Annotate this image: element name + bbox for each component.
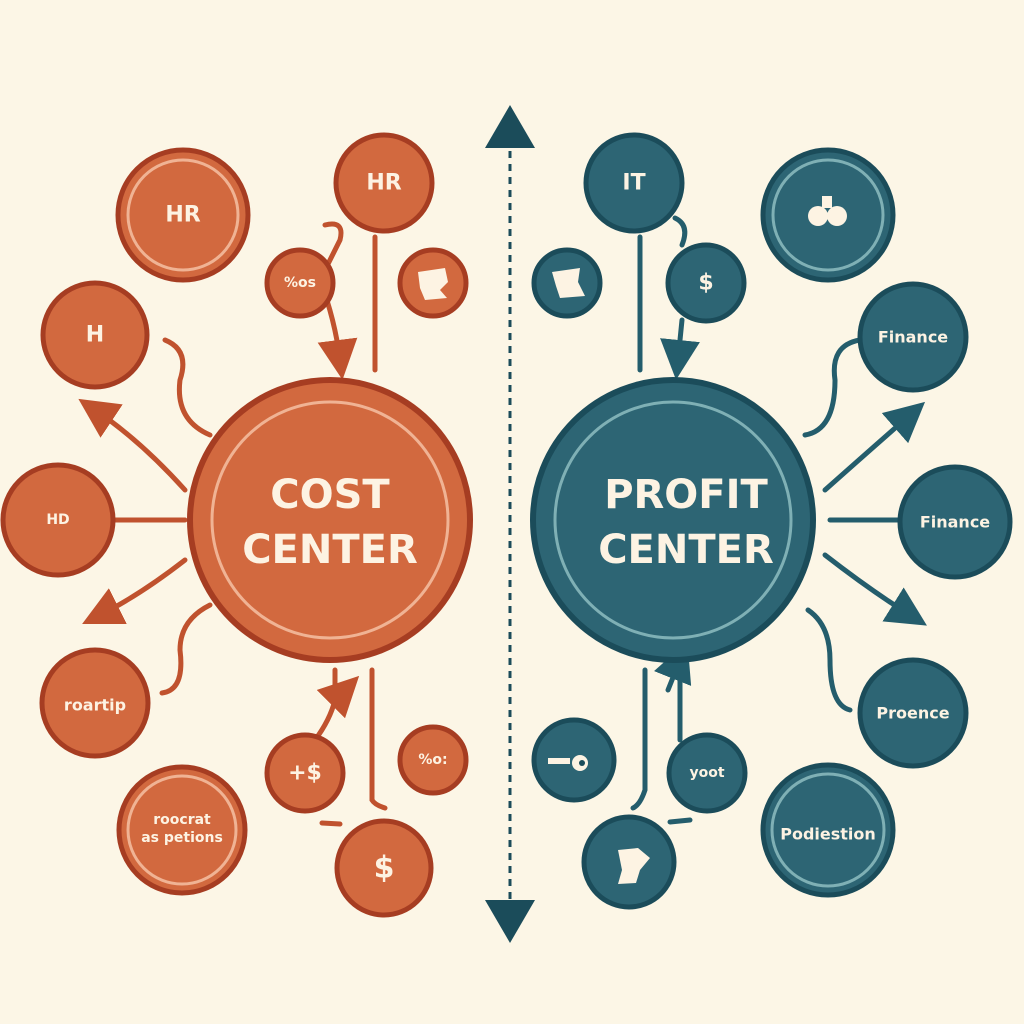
svg-text:as petions: as petions [141,830,223,846]
svg-text:Podiestion: Podiestion [780,825,876,844]
svg-text:+$: +$ [288,761,322,786]
cost-center-title-line2: CENTER [242,527,418,573]
svg-text:Proence: Proence [876,704,949,723]
cost-node-plus-dollar[interactable]: +$ [264,732,346,814]
profit-connectors [630,215,927,825]
profit-center-title-line1: PROFIT [604,472,768,518]
profit-node-glyph[interactable]: yoot [666,732,748,814]
puzzle-icon [418,268,448,300]
svg-text:$: $ [374,851,395,886]
svg-text:roartip: roartip [64,696,126,715]
cost-node-hd[interactable]: HD [0,462,116,578]
cost-center-title-line1: COST [270,472,390,518]
cost-node-dollar[interactable]: $ [334,818,434,918]
svg-text:HR: HR [165,203,200,228]
svg-text:Finance: Finance [878,328,948,347]
profit-node-finance-1[interactable]: Finance [857,281,969,393]
svg-text:%o:: %o: [418,752,447,768]
svg-text:Finance: Finance [920,513,990,532]
profit-center-title-line2: CENTER [598,527,774,573]
svg-text:%os: %os [284,275,316,291]
cost-center-hub[interactable]: COST CENTER [187,377,473,663]
cost-node-hr-1[interactable]: HR [115,147,251,283]
profit-node-it[interactable]: IT [583,132,685,234]
money-bag-icon [808,196,847,226]
profit-node-key[interactable] [531,717,617,803]
svg-text:HD: HD [46,512,69,528]
profit-node-podiestion[interactable]: Podiestion [760,762,896,898]
profit-node-finance-2[interactable]: Finance [897,464,1013,580]
handshake-icon [552,268,585,298]
center-divider [485,105,535,943]
profit-node-dollar[interactable]: $ [665,242,747,324]
profit-node-proence[interactable]: Proence [857,657,969,769]
cost-node-roartip[interactable]: roartip [39,647,151,759]
map-icon [618,848,650,884]
svg-text:IT: IT [622,171,645,196]
profit-node-map[interactable] [581,814,677,910]
cost-node-hr-2[interactable]: HR [333,132,435,234]
profit-center-hub[interactable]: PROFIT CENTER [530,377,816,663]
up-arrow-icon [485,105,535,148]
cost-node-glyph-2[interactable]: %o: [397,724,469,796]
cost-node-h[interactable]: H [40,280,150,390]
svg-text:HR: HR [366,171,401,196]
svg-text:$: $ [698,271,713,296]
svg-text:roocrat: roocrat [153,812,211,828]
profit-node-icon-2[interactable] [531,247,603,319]
svg-text:yoot: yoot [689,765,724,781]
down-arrow-icon [485,900,535,943]
cost-node-icon[interactable] [397,247,469,319]
key-icon [548,755,588,771]
profit-node-icon-1[interactable] [760,147,896,283]
svg-text:H: H [86,323,104,348]
cost-node-glyph-1[interactable]: %os [264,247,336,319]
cost-node-operations[interactable]: roocrat as petions [116,764,248,896]
